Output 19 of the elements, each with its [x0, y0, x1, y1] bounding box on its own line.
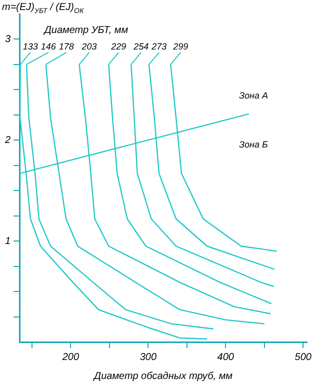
- annotation: Зона А: [239, 90, 268, 100]
- x-axis-title: Диаметр обсадных труб, мм: [93, 370, 233, 382]
- series-label: 203: [80, 41, 97, 52]
- x-tick-label: 400: [217, 352, 234, 363]
- y-tick-label: 3: [5, 34, 11, 46]
- y-tick-label: 1: [5, 236, 11, 247]
- annotation: Зона Б: [239, 140, 268, 150]
- text: 146: [40, 41, 56, 52]
- x-tick-label: 500: [294, 352, 312, 363]
- series-label: 229: [110, 41, 126, 52]
- series-label: 273: [150, 41, 167, 52]
- series-label: 133: [22, 41, 38, 52]
- x-tick-label: 300: [140, 352, 157, 363]
- series-label: 254: [132, 41, 149, 52]
- series-label: 299: [172, 41, 188, 52]
- y-tick-label: 2: [4, 134, 11, 146]
- x-tick-label: 200: [61, 352, 80, 363]
- text: 178: [58, 41, 74, 52]
- legend-title: Диаметр УБТ, мм: [43, 25, 128, 36]
